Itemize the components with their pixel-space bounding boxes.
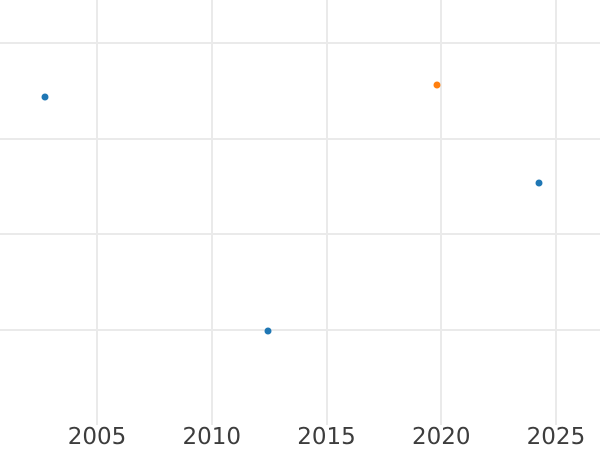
x-gridline (325, 0, 328, 425)
x-gridline (210, 0, 213, 425)
y-gridline (0, 137, 600, 140)
x-gridline (554, 0, 557, 425)
x-tick-label: 2010 (182, 424, 242, 450)
x-gridline (96, 0, 99, 425)
y-gridline (0, 328, 600, 331)
x-tick-label: 2025 (526, 424, 586, 450)
x-gridline (440, 0, 443, 425)
x-tick-label: 2015 (297, 424, 356, 450)
data-point-blue (264, 327, 272, 335)
data-point-blue (41, 93, 49, 101)
data-point-blue (535, 179, 543, 187)
x-tick-label: 2020 (411, 424, 471, 450)
data-point-orange (433, 81, 441, 89)
x-tick-label: 2005 (67, 424, 127, 450)
y-gridline (0, 233, 600, 236)
y-gridline (0, 42, 600, 45)
